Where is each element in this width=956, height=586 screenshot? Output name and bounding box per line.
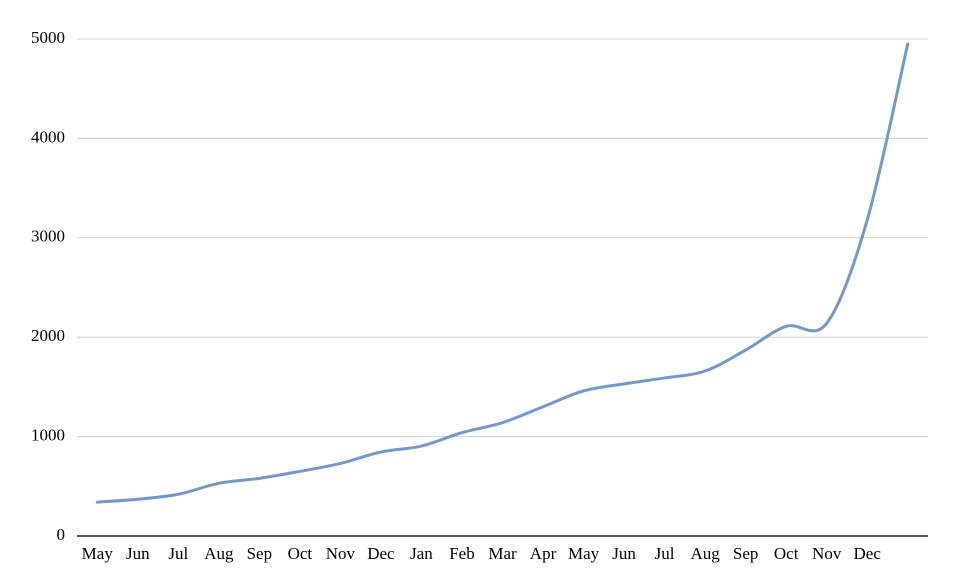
y-tick-label: 1000 [31, 426, 65, 445]
x-tick-label: Oct [774, 544, 799, 563]
x-tick-label: Feb [449, 544, 475, 563]
x-tick-label: Jun [126, 544, 150, 563]
x-tick-label: Jun [612, 544, 636, 563]
x-tick-label: Jul [168, 544, 188, 563]
x-tick-label: Aug [204, 544, 234, 563]
x-tick-label: Apr [530, 544, 557, 563]
x-tick-label: Nov [326, 544, 356, 563]
y-tick-label: 5000 [31, 28, 65, 47]
data-line [95, 42, 910, 504]
x-tick-label: Mar [488, 544, 517, 563]
x-tick-label: Jul [655, 544, 675, 563]
y-tick-label: 3000 [31, 227, 65, 246]
x-tick-label: Sep [247, 544, 273, 563]
x-tick-label: Oct [288, 544, 313, 563]
x-tick-label: Dec [367, 544, 395, 563]
y-tick-label: 4000 [31, 127, 65, 146]
x-tick-label: Nov [812, 544, 842, 563]
x-tick-label: May [82, 544, 114, 563]
x-tick-label: Aug [690, 544, 720, 563]
x-tick-label: Dec [854, 544, 882, 563]
y-tick-label: 2000 [31, 326, 65, 345]
x-tick-label: May [568, 544, 600, 563]
x-tick-label: Sep [733, 544, 759, 563]
y-tick-label: 0 [57, 525, 66, 544]
x-tick-label: Jan [410, 544, 433, 563]
